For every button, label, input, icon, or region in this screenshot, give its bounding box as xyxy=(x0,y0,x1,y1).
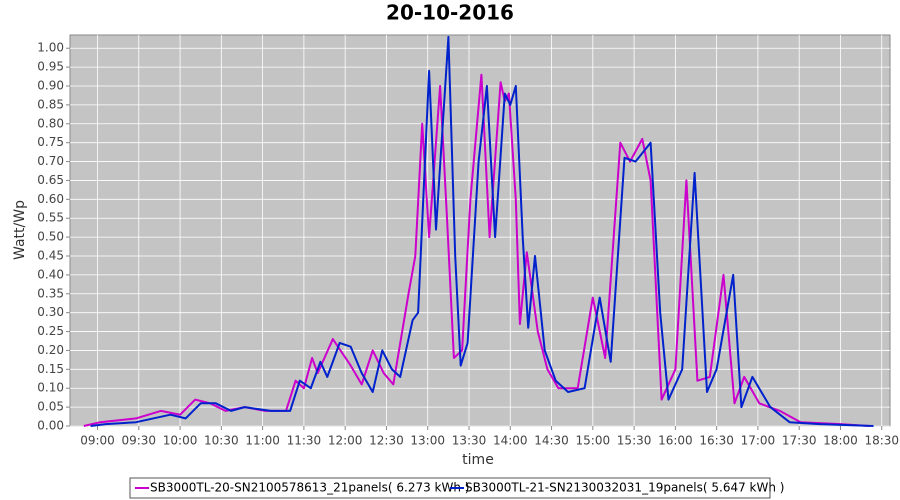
x-tick-label: 13:00 xyxy=(410,434,445,448)
y-tick-label: 1.00 xyxy=(37,41,64,55)
x-tick-label: 16:30 xyxy=(699,434,734,448)
y-tick-label: 0.65 xyxy=(37,173,64,187)
x-tick-label: 09:30 xyxy=(121,434,156,448)
y-tick-label: 0.10 xyxy=(37,381,64,395)
y-tick-label: 0.60 xyxy=(37,192,64,206)
x-tick-label: 18:30 xyxy=(864,434,899,448)
x-axis-label: time xyxy=(462,452,494,468)
x-tick-label: 16:00 xyxy=(658,434,693,448)
series-line xyxy=(90,35,874,427)
y-tick-label: 0.95 xyxy=(37,60,64,74)
y-tick-label: 0.70 xyxy=(37,154,64,168)
y-tick-label: 0.15 xyxy=(37,362,64,376)
x-tick-label: 15:30 xyxy=(617,434,652,448)
x-tick-label: 11:30 xyxy=(287,434,322,448)
y-tick-label: 0.45 xyxy=(37,249,64,263)
x-tick-label: 11:00 xyxy=(245,434,280,448)
y-tick-label: 0.00 xyxy=(37,419,64,433)
x-tick-label: 12:30 xyxy=(369,434,404,448)
y-tick-label: 0.80 xyxy=(37,116,64,130)
y-tick-label: 0.35 xyxy=(37,286,64,300)
y-tick-label: 0.05 xyxy=(37,400,64,414)
x-tick-label: 13:30 xyxy=(452,434,487,448)
legend-label: SB3000TL-20-SN2100578613_21panels( 6.273… xyxy=(150,481,469,495)
y-tick-label: 0.20 xyxy=(37,343,64,357)
chart-title: 20-10-2016 xyxy=(386,1,514,25)
y-tick-label: 0.55 xyxy=(37,211,64,225)
y-tick-label: 0.30 xyxy=(37,305,64,319)
x-tick-label: 14:00 xyxy=(493,434,528,448)
legend-label: SB3000TL-21-SN2130032031_19panels( 5.647… xyxy=(465,481,784,495)
y-tick-label: 0.85 xyxy=(37,97,64,111)
x-tick-label: 14:30 xyxy=(534,434,569,448)
x-tick-label: 10:00 xyxy=(163,434,198,448)
x-tick-label: 17:30 xyxy=(782,434,817,448)
y-axis-label: Watt/Wp xyxy=(12,200,28,260)
y-tick-label: 0.90 xyxy=(37,79,64,93)
y-tick-label: 0.40 xyxy=(37,267,64,281)
x-tick-label: 18:00 xyxy=(823,434,858,448)
y-tick-label: 0.25 xyxy=(37,324,64,338)
x-tick-label: 17:00 xyxy=(741,434,776,448)
x-tick-label: 12:00 xyxy=(328,434,363,448)
x-tick-label: 15:00 xyxy=(576,434,611,448)
y-tick-label: 0.75 xyxy=(37,135,64,149)
x-tick-label: 09:00 xyxy=(80,434,115,448)
x-tick-label: 10:30 xyxy=(204,434,239,448)
y-tick-label: 0.50 xyxy=(37,230,64,244)
